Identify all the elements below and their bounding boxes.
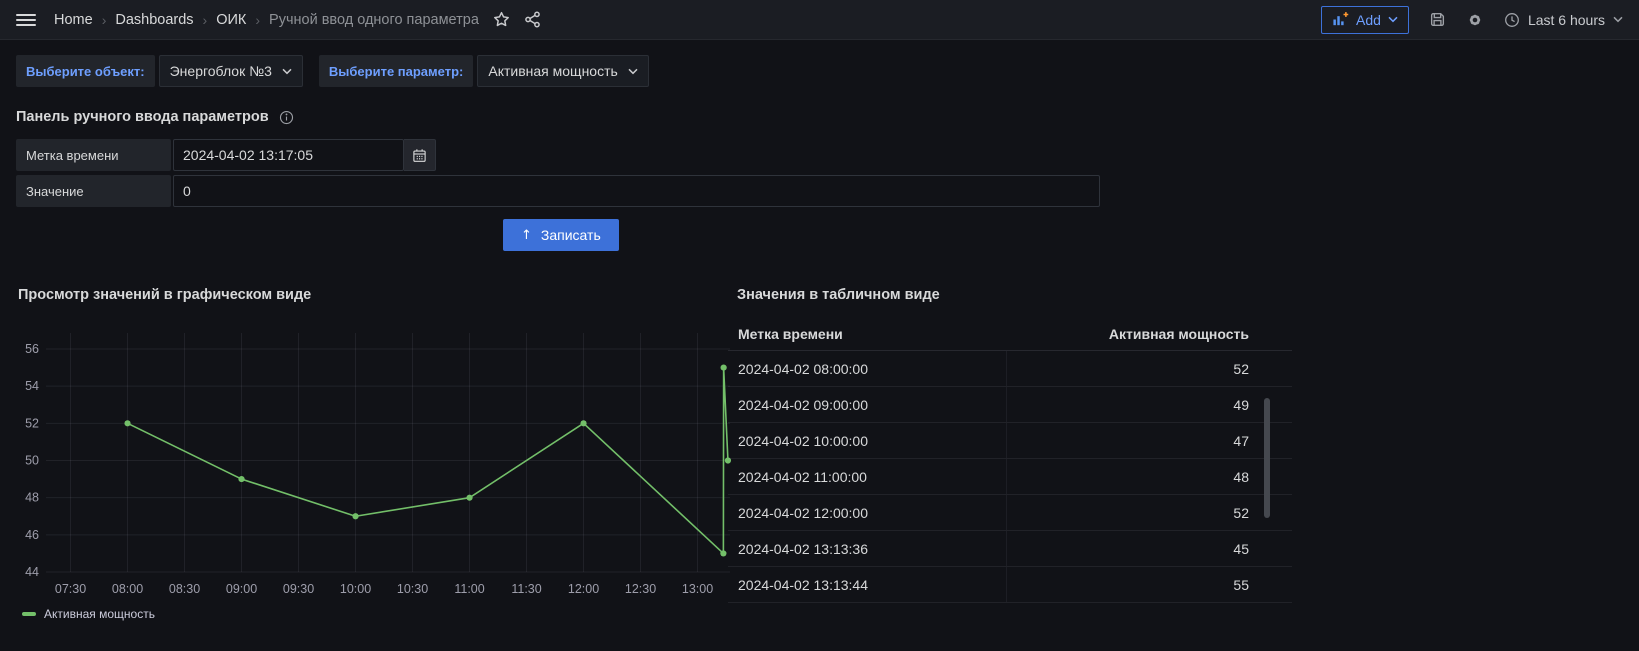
- value-cell: 47: [1006, 423, 1259, 458]
- svg-text:12:00: 12:00: [568, 582, 599, 596]
- table-row[interactable]: 2024-04-02 11:00:00 48: [728, 459, 1292, 495]
- time-range-label: Last 6 hours: [1527, 11, 1605, 28]
- timestamp-input[interactable]: [173, 139, 404, 171]
- breadcrumb-separator: ›: [255, 11, 261, 28]
- table-row[interactable]: 2024-04-02 08:00:00 52: [728, 351, 1292, 387]
- timestamp-cell: 2024-04-02 08:00:00: [738, 360, 868, 377]
- svg-text:08:00: 08:00: [112, 582, 143, 596]
- timestamp-cell: 2024-04-02 10:00:00: [738, 432, 868, 449]
- svg-text:11:00: 11:00: [454, 582, 484, 596]
- values-table: Метка времени Активная мощность 2024-04-…: [728, 317, 1292, 603]
- parameter-variable-value: Активная мощность: [488, 63, 618, 79]
- breadcrumb-separator: ›: [101, 11, 107, 28]
- breadcrumb-folder[interactable]: ОИК: [216, 11, 247, 28]
- breadcrumb-separator: ›: [202, 11, 208, 28]
- svg-text:46: 46: [25, 528, 39, 542]
- arrow-up-icon: ↑: [521, 227, 532, 243]
- breadcrumb-home[interactable]: Home: [54, 11, 93, 28]
- legend-swatch: [22, 612, 36, 616]
- table-row[interactable]: 2024-04-02 13:13:36 45: [728, 531, 1292, 567]
- breadcrumb: Home › Dashboards › ОИК › Ручной ввод од…: [54, 12, 479, 28]
- svg-text:09:00: 09:00: [226, 582, 257, 596]
- svg-text:44: 44: [25, 565, 39, 579]
- timestamp-cell: 2024-04-02 13:13:44: [738, 576, 868, 593]
- value-cell: 48: [1006, 459, 1259, 494]
- chart-panel-title: Просмотр значений в графическом виде: [18, 287, 312, 303]
- table-row[interactable]: 2024-04-02 12:00:00 52: [728, 495, 1292, 531]
- calendar-icon: [413, 148, 426, 162]
- svg-text:09:30: 09:30: [283, 582, 314, 596]
- time-range-picker[interactable]: Last 6 hours: [1504, 12, 1623, 28]
- share-icon[interactable]: [524, 11, 541, 28]
- manual-input-panel-title: Панель ручного ввода параметров: [16, 109, 269, 125]
- chart-panel: Просмотр значений в графическом виде 44 4…: [18, 287, 734, 621]
- object-variable-select[interactable]: Энергоблок №3: [158, 55, 303, 87]
- object-variable-label: Выберите объект:: [16, 55, 155, 87]
- timestamp-cell: 2024-04-02 13:13:36: [738, 540, 868, 557]
- timestamp-cell: 2024-04-02 12:00:00: [738, 504, 868, 521]
- add-button-label: Add: [1356, 11, 1381, 28]
- chevron-down-icon: [1388, 16, 1398, 23]
- table-row[interactable]: 2024-04-02 10:00:00 47: [728, 423, 1292, 459]
- save-icon[interactable]: [1429, 11, 1446, 28]
- svg-text:12:30: 12:30: [625, 582, 656, 596]
- add-button[interactable]: Add: [1321, 5, 1409, 34]
- value-cell: 55: [1006, 567, 1259, 602]
- write-button-label: Записать: [540, 227, 601, 243]
- table-header-timestamp[interactable]: Метка времени: [738, 325, 843, 342]
- table-header-row: Метка времени Активная мощность: [728, 317, 1292, 351]
- value-cell: 52: [1006, 495, 1259, 530]
- svg-text:54: 54: [25, 379, 39, 393]
- parameter-variable-select[interactable]: Активная мощность: [477, 55, 649, 87]
- chevron-down-icon: [282, 68, 292, 74]
- svg-text:56: 56: [25, 342, 39, 356]
- svg-text:48: 48: [25, 491, 39, 505]
- add-chart-icon: [1333, 12, 1349, 26]
- svg-text:10:30: 10:30: [397, 582, 428, 596]
- object-variable-value: Энергоблок №3: [169, 63, 272, 79]
- table-scrollbar[interactable]: [1264, 398, 1270, 518]
- line-chart[interactable]: 44 46 48 50 52 54 56 07:30 08:00 08:30 09:00 09:30 1…: [18, 311, 734, 611]
- star-icon[interactable]: [493, 11, 510, 28]
- dashboard-variables-row: Выберите объект: Энергоблок №3 Выберите …: [16, 55, 1623, 87]
- table-body: 2024-04-02 08:00:00 52 2024-04-02 09:00:00…: [728, 351, 1292, 603]
- timestamp-cell: 2024-04-02 11:00:00: [738, 468, 867, 485]
- chevron-down-icon: [628, 68, 638, 74]
- table-panel: Значения в табличном виде Метка времени …: [728, 287, 1292, 603]
- write-button[interactable]: ↑ Записать: [503, 219, 619, 251]
- svg-text:11:30: 11:30: [511, 582, 541, 596]
- value-cell: 49: [1006, 387, 1259, 422]
- legend-series-label: Активная мощность: [44, 607, 155, 621]
- hamburger-menu-icon[interactable]: [16, 13, 36, 26]
- table-panel-title: Значения в табличном виде: [737, 287, 940, 303]
- value-cell: 45: [1006, 531, 1259, 566]
- calendar-picker-button[interactable]: [404, 139, 436, 171]
- manual-input-panel: Панель ручного ввода параметров Метка вр…: [16, 109, 1623, 251]
- breadcrumb-current-page: Ручной ввод одного параметра: [269, 11, 479, 28]
- table-row[interactable]: 2024-04-02 09:00:00 49: [728, 387, 1292, 423]
- svg-text:50: 50: [25, 454, 39, 468]
- value-field-label: Значение: [16, 175, 171, 207]
- value-cell: 52: [1006, 351, 1259, 386]
- value-input[interactable]: [173, 175, 1100, 207]
- svg-text:07:30: 07:30: [55, 582, 86, 596]
- breadcrumb-dashboards[interactable]: Dashboards: [115, 11, 194, 28]
- svg-text:52: 52: [25, 416, 39, 430]
- top-navigation-bar: Home › Dashboards › ОИК › Ручной ввод од…: [0, 0, 1639, 40]
- timestamp-cell: 2024-04-02 09:00:00: [738, 396, 868, 413]
- parameter-variable-label: Выберите параметр:: [318, 55, 474, 87]
- svg-text:08:30: 08:30: [169, 582, 200, 596]
- chart-legend[interactable]: Активная мощность: [22, 607, 734, 621]
- clock-icon: [1504, 12, 1519, 27]
- table-header-value[interactable]: Активная мощность: [1108, 325, 1249, 342]
- timestamp-field-label: Метка времени: [16, 139, 171, 171]
- info-icon[interactable]: [279, 110, 294, 125]
- chevron-down-icon: [1613, 16, 1623, 23]
- svg-text:13:00: 13:00: [682, 582, 713, 596]
- svg-text:10:00: 10:00: [340, 582, 371, 596]
- table-row[interactable]: 2024-04-02 13:13:44 55: [728, 567, 1292, 603]
- settings-gear-icon[interactable]: [1466, 11, 1484, 29]
